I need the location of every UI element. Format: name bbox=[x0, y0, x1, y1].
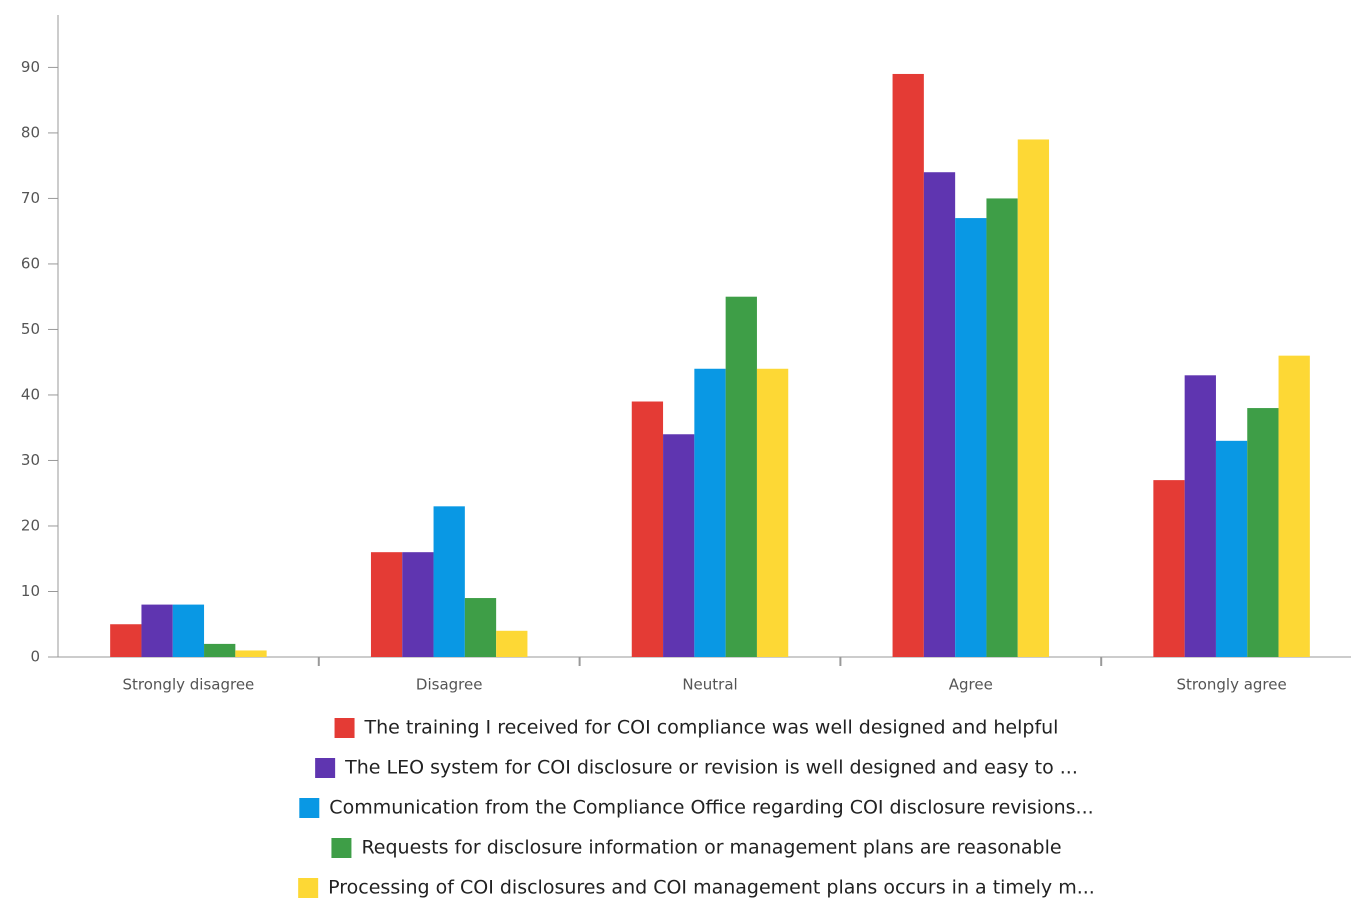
bar bbox=[433, 506, 465, 657]
bar bbox=[663, 434, 695, 657]
legend-label: Requests for disclosure information or m… bbox=[361, 837, 1061, 859]
y-tick-label: 10 bbox=[21, 582, 40, 600]
bar bbox=[986, 198, 1018, 657]
bar bbox=[1184, 375, 1216, 657]
legend-swatch bbox=[315, 758, 336, 778]
bar bbox=[1017, 139, 1050, 658]
bar bbox=[756, 368, 789, 657]
x-tick-label: Disagree bbox=[416, 676, 483, 694]
legend-swatch bbox=[298, 878, 319, 898]
x-tick-label: Strongly disagree bbox=[123, 676, 255, 694]
bar bbox=[694, 368, 726, 657]
x-tick-label: Agree bbox=[949, 676, 993, 694]
bar bbox=[172, 604, 205, 657]
bar bbox=[631, 401, 664, 657]
bar bbox=[110, 624, 142, 657]
legend-label: Communication from the Compliance Office… bbox=[329, 797, 1093, 819]
bar bbox=[1278, 355, 1310, 657]
bar bbox=[923, 172, 956, 657]
bar bbox=[1153, 480, 1185, 657]
legend-swatch bbox=[334, 718, 355, 738]
bar bbox=[204, 643, 236, 657]
bar bbox=[1247, 408, 1279, 657]
y-tick-label: 40 bbox=[21, 385, 40, 403]
bar bbox=[892, 73, 924, 658]
y-tick-label: 30 bbox=[21, 451, 40, 469]
legend-swatch bbox=[331, 838, 352, 858]
legend-label: Processing of COI disclosures and COI ma… bbox=[328, 877, 1095, 899]
bar bbox=[141, 604, 173, 657]
bar bbox=[235, 650, 267, 657]
bar bbox=[1215, 440, 1248, 657]
y-tick-label: 20 bbox=[21, 516, 40, 534]
y-tick-label: 60 bbox=[21, 254, 40, 272]
x-tick-label: Strongly agree bbox=[1176, 676, 1286, 694]
bar bbox=[402, 552, 434, 657]
bar bbox=[496, 630, 528, 657]
y-tick-label: 80 bbox=[21, 123, 40, 141]
legend-swatch bbox=[299, 798, 320, 818]
bar bbox=[725, 296, 757, 657]
bar bbox=[464, 598, 497, 657]
bar bbox=[955, 218, 987, 657]
legend-label: The LEO system for COI disclosure or rev… bbox=[344, 757, 1078, 779]
y-tick-label: 70 bbox=[21, 189, 40, 207]
y-tick-label: 90 bbox=[21, 58, 40, 76]
y-tick-label: 50 bbox=[21, 320, 40, 338]
x-tick-label: Neutral bbox=[682, 676, 737, 694]
legend-label: The training I received for COI complian… bbox=[364, 717, 1059, 739]
bar bbox=[370, 552, 403, 657]
y-tick-label: 0 bbox=[30, 648, 40, 666]
